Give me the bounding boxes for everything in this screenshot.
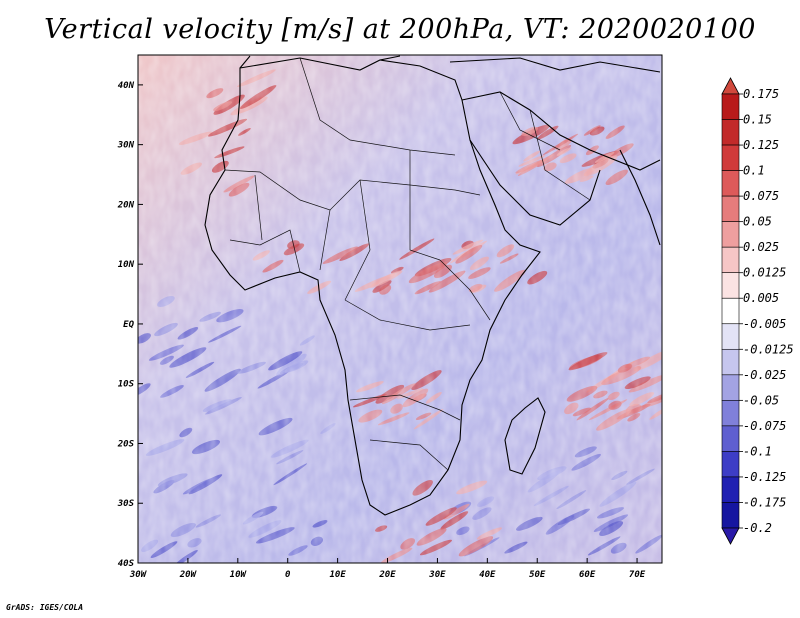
border-line [499,91,591,201]
x-tick-label: 20E [378,570,396,580]
y-tick-label: 20N [117,200,135,210]
border-line [229,174,301,273]
x-tick-label: 50E [529,570,546,580]
colorbar-segment [721,170,740,197]
colorbar-segment [721,297,740,325]
colorbar-label: 0.025 [743,240,779,254]
colorbar-label: -0.125 [743,470,786,484]
europe-coastline [239,55,661,73]
colorbar-label: 0.075 [743,189,779,203]
colorbar-label: 0.125 [743,138,779,152]
colorbar-label: 0.0125 [743,266,786,280]
colorbar-label: -0.2 [743,521,772,535]
colorbar-label: 0.175 [743,87,779,101]
colorbar: 0.175 0.15 0.125 0.1 0.075 0.05 0.025 0.0125 0.0… [721,77,794,545]
colorbar-segment [721,348,740,376]
colorbar-segment [721,246,740,274]
colorbar-label: 0.15 [743,113,772,127]
border-line [319,150,441,301]
colorbar-segment [721,476,740,503]
colorbar-label: -0.1 [743,444,772,458]
x-tick-label: 10W [230,570,248,580]
colorbar-segment [721,374,740,401]
y-tick-label: 10N [118,260,135,270]
y-tick-label: 30N [117,141,135,151]
field-texture [138,55,662,563]
colorbar-segment [721,221,740,248]
colorbar-min-arrow [721,527,740,545]
x-tick-label: 0 [285,570,291,580]
x-tick-label: 60E [579,570,596,580]
border-line [224,169,481,211]
colorbar-label: 0.05 [743,215,772,229]
india-coastline [619,149,661,246]
y-tick-label: 40N [118,81,135,91]
x-tick-label: 70E [629,570,646,580]
x-tick-label: 30E [428,570,446,580]
y-tick-label: 40S [118,559,135,569]
y-tick-label: 20S [117,439,135,449]
colorbar-segment [721,195,740,222]
x-tick-label: 20W [179,570,198,580]
colorbar-label: 0.1 [743,164,765,178]
colorbar-segment [721,272,740,299]
colorbar-segment [721,323,740,350]
map-frame [137,54,663,564]
colorbar-label: -0.05 [743,393,779,407]
latitude-axis: 40N 30N 20N 10N EQ 10S 20S 30S 40S [117,81,143,569]
colorbar-segment [721,400,740,427]
colorbar-label: -0.025 [743,368,786,382]
y-tick-label: 10S [118,380,135,390]
colorbar-segment [721,119,740,146]
grads-credit: GrADS: IGES/COLA [6,603,84,612]
colorbar-segment [721,144,740,171]
y-tick-label: EQ [123,320,134,330]
colorbar-max-arrow [721,77,740,95]
africa-coastline [204,57,541,516]
x-tick-label: 30W [129,570,148,580]
border-line [349,394,461,471]
colorbar-label: -0.0125 [743,342,794,356]
x-tick-label: 10E [329,570,346,580]
colorbar-label: -0.075 [743,419,786,433]
map-panel [138,55,662,563]
colorbar-label: -0.005 [743,317,786,331]
colorbar-segment [721,425,740,452]
colorbar-label: 0.005 [743,291,779,305]
x-tick-label: 40E [479,570,496,580]
colorbar-label: -0.175 [743,495,786,509]
y-tick-label: 30S [117,499,135,509]
longitude-axis: 30W 20W 10W 0 10E 20E 30E 40E 50E 60E 70E [129,558,646,580]
border-line [299,57,456,156]
colorbar-segment [721,93,740,120]
country-borders [224,57,591,471]
map-title: Vertical velocity [m/s] at 200hPa, VT: 2… [44,14,756,45]
colorbar-segment [721,502,740,529]
colorbar-segment [721,451,740,478]
border-line [344,259,491,331]
madagascar-coastline [504,397,546,475]
